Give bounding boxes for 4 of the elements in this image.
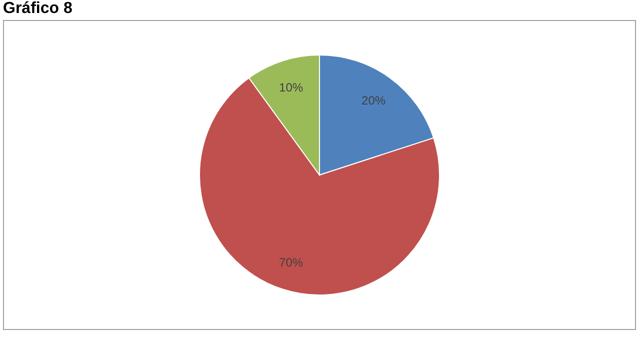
data-label: 70%: [279, 255, 304, 270]
text: Gráfico 8: [3, 0, 72, 18]
data-label: 10%: [279, 80, 304, 95]
data-label: 20%: [362, 94, 386, 108]
